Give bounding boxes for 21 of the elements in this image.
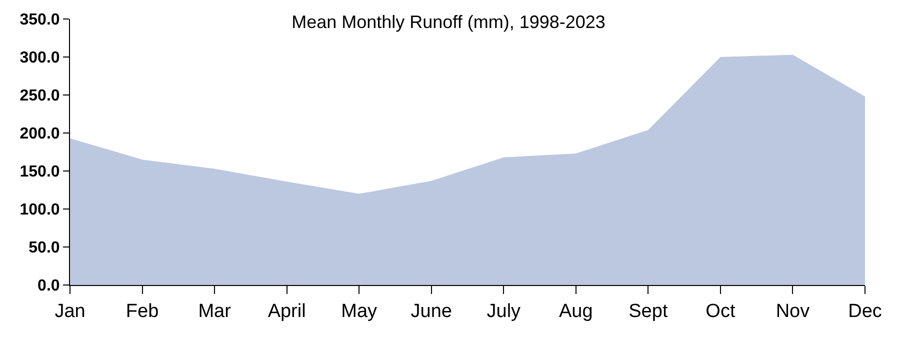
- y-tick-label: 300.0: [20, 50, 60, 67]
- y-tick-label: 50.0: [28, 240, 60, 257]
- y-tick-label: 200.0: [20, 126, 60, 143]
- y-tick-label: 150.0: [20, 164, 60, 181]
- x-tick-label: April: [268, 300, 306, 322]
- chart-title: Mean Monthly Runoff (mm), 1998-2023: [292, 12, 606, 32]
- y-tick-label: 0.0: [38, 278, 60, 295]
- y-tick-label: 250.0: [20, 88, 60, 105]
- x-tick-label: Mar: [198, 300, 232, 322]
- x-tick-label: Dec: [848, 300, 882, 322]
- x-tick-label: June: [410, 300, 452, 322]
- x-tick-label: May: [341, 300, 378, 322]
- x-tick-label: Aug: [559, 300, 593, 322]
- y-tick-label: 350.0: [20, 12, 60, 29]
- x-tick-label: Nov: [776, 300, 810, 322]
- x-tick-label: Sept: [628, 300, 668, 322]
- x-tick-label: Oct: [706, 300, 736, 322]
- y-tick-label: 100.0: [20, 202, 60, 219]
- x-tick-label: July: [486, 300, 522, 322]
- x-tick-label: Jan: [54, 300, 86, 322]
- x-tick-label: Feb: [126, 300, 159, 322]
